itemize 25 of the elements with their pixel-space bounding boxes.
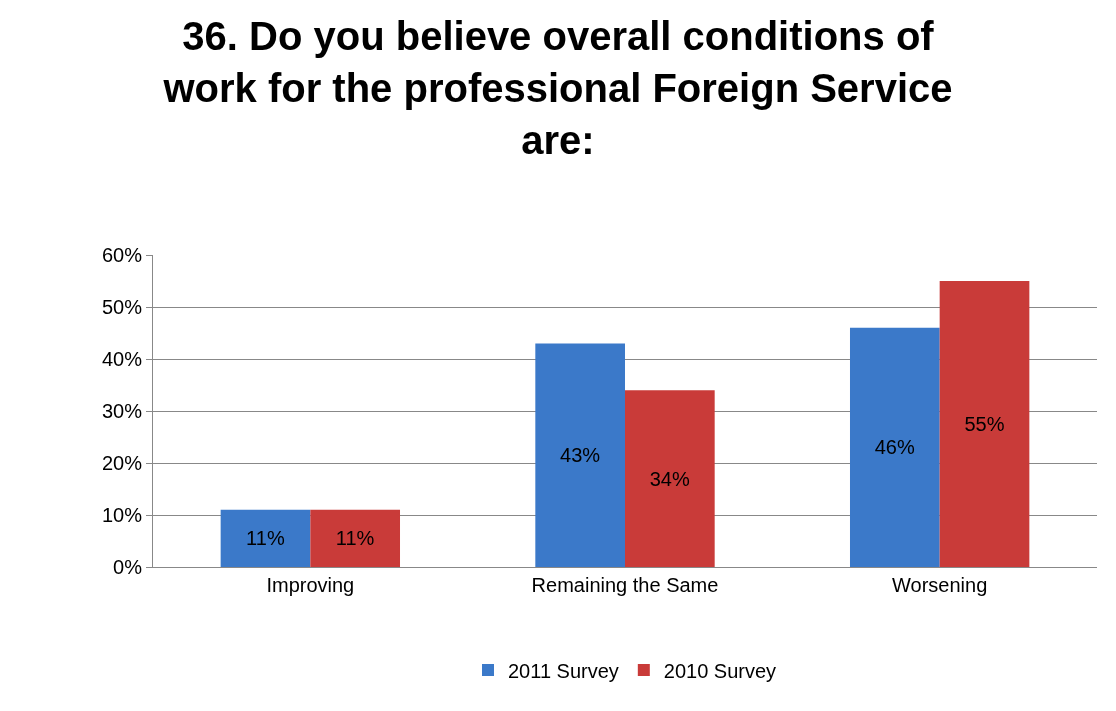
data-label: 43%: [560, 444, 601, 467]
x-tick-label: Improving: [266, 574, 355, 596]
bar: [625, 390, 715, 567]
y-tick-label: 60%: [101, 244, 143, 266]
y-tick-label: 50%: [101, 296, 143, 318]
y-tick-label: 10%: [101, 504, 143, 526]
data-label: 11%: [246, 527, 285, 550]
x-tick-label: Worsening: [892, 574, 988, 596]
y-tick-label: 0%: [113, 556, 143, 578]
bar: [849, 327, 940, 567]
chart-title: 36. Do you believe overall conditions of work for the professional Foreign Service are:: [162, 13, 953, 162]
data-label: 46%: [874, 436, 915, 459]
legend-label: 2011 Survey: [508, 659, 619, 682]
legend-label: 2010 Survey: [663, 659, 777, 682]
x-tick-label: Remaining the Same: [531, 574, 719, 596]
data-label: 55%: [964, 413, 1005, 435]
data-label: 11%: [335, 527, 375, 550]
bar: [535, 343, 625, 567]
bar: [310, 509, 401, 567]
y-tick-label: 30%: [101, 400, 143, 422]
bar: [220, 509, 311, 567]
y-tick-label: 40%: [101, 348, 143, 370]
bar: [939, 281, 1030, 567]
data-label: 34%: [649, 467, 690, 490]
y-tick-label: 20%: [101, 452, 143, 474]
